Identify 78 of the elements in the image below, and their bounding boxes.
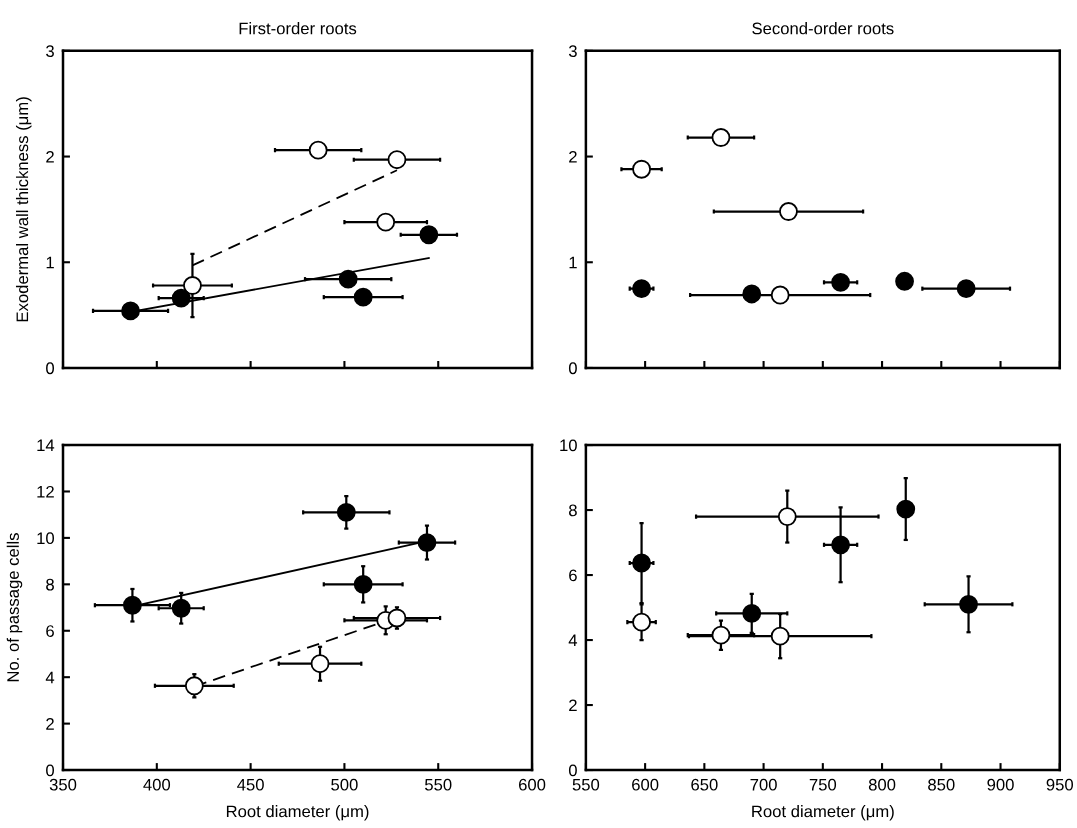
point bbox=[770, 626, 790, 646]
point bbox=[896, 499, 916, 519]
y-tick-label: 0 bbox=[46, 764, 55, 777]
x-tick-label: 450 bbox=[237, 778, 264, 791]
point bbox=[632, 612, 651, 632]
y-tick-label: 0 bbox=[568, 362, 577, 375]
point bbox=[831, 272, 851, 292]
point bbox=[387, 608, 407, 628]
y-axis-title: Exodermal wall thickness (μm) bbox=[15, 97, 32, 322]
point bbox=[959, 594, 978, 614]
x-tick-label: 850 bbox=[928, 778, 955, 791]
y-tick-label: 2 bbox=[46, 718, 54, 730]
x-tick-label: 800 bbox=[868, 778, 896, 791]
point bbox=[956, 279, 976, 299]
x-tick-label: 900 bbox=[987, 778, 1014, 791]
y-tick-label: 2 bbox=[569, 150, 577, 163]
point bbox=[310, 654, 330, 674]
point bbox=[353, 287, 373, 307]
x-tick-label: 750 bbox=[809, 778, 837, 791]
chart-title: Second-order roots bbox=[752, 22, 894, 35]
x-tick-label: 700 bbox=[750, 778, 777, 791]
y-tick-label: 2 bbox=[569, 699, 577, 712]
y-tick-label: 14 bbox=[37, 439, 55, 452]
point bbox=[171, 288, 191, 308]
point bbox=[353, 574, 373, 594]
y-tick-label: 6 bbox=[569, 569, 577, 582]
y-tick-label: 10 bbox=[560, 439, 577, 452]
point bbox=[376, 212, 396, 232]
point bbox=[308, 140, 328, 160]
y-tick-label: 0 bbox=[46, 362, 55, 375]
x-tick-label: 950 bbox=[1046, 778, 1074, 791]
point bbox=[417, 533, 437, 552]
x-tick-label: 550 bbox=[572, 778, 600, 791]
y-tick-label: 2 bbox=[46, 150, 54, 163]
point bbox=[419, 225, 439, 245]
point bbox=[338, 269, 358, 289]
y-tick-label: 8 bbox=[569, 504, 577, 517]
y-tick-label: 4 bbox=[568, 634, 578, 647]
y-tick-label: 3 bbox=[46, 45, 54, 58]
y-tick-label: 6 bbox=[46, 625, 54, 637]
x-axis-title: Root diameter (μm) bbox=[226, 805, 369, 821]
point bbox=[742, 284, 762, 304]
point bbox=[770, 285, 790, 305]
x-axis-title: Root diameter (μm) bbox=[752, 805, 894, 821]
y-axis-title: No. of passage cells bbox=[6, 533, 23, 682]
y-tick-label: 3 bbox=[568, 45, 577, 58]
point bbox=[632, 279, 651, 299]
y-tick-label: 12 bbox=[37, 485, 54, 498]
point bbox=[121, 301, 140, 321]
point bbox=[779, 202, 798, 221]
point bbox=[895, 271, 914, 291]
y-tick-label: 4 bbox=[45, 671, 55, 684]
point bbox=[336, 502, 356, 522]
point bbox=[711, 625, 731, 645]
point bbox=[711, 128, 731, 147]
y-tick-label: 10 bbox=[37, 532, 55, 545]
chart-title: First-order roots bbox=[239, 22, 357, 35]
x-tick-label: 600 bbox=[518, 778, 546, 791]
point bbox=[387, 150, 407, 170]
x-tick-label: 500 bbox=[331, 778, 358, 791]
y-tick-label: 8 bbox=[46, 578, 54, 591]
point bbox=[171, 598, 191, 618]
x-tick-label: 350 bbox=[49, 778, 77, 791]
x-tick-label: 400 bbox=[143, 778, 171, 791]
y-tick-label: 1 bbox=[569, 256, 577, 269]
point bbox=[184, 676, 204, 696]
x-tick-label: 650 bbox=[691, 778, 718, 791]
point bbox=[777, 507, 797, 526]
point bbox=[632, 159, 651, 179]
point bbox=[632, 553, 651, 573]
y-tick-label: 1 bbox=[46, 256, 54, 269]
point bbox=[183, 276, 202, 295]
point bbox=[742, 603, 762, 623]
y-tick-label: 0 bbox=[568, 764, 577, 777]
point bbox=[123, 595, 142, 615]
x-tick-label: 600 bbox=[632, 778, 659, 791]
point bbox=[831, 535, 851, 555]
x-tick-label: 550 bbox=[425, 778, 452, 791]
